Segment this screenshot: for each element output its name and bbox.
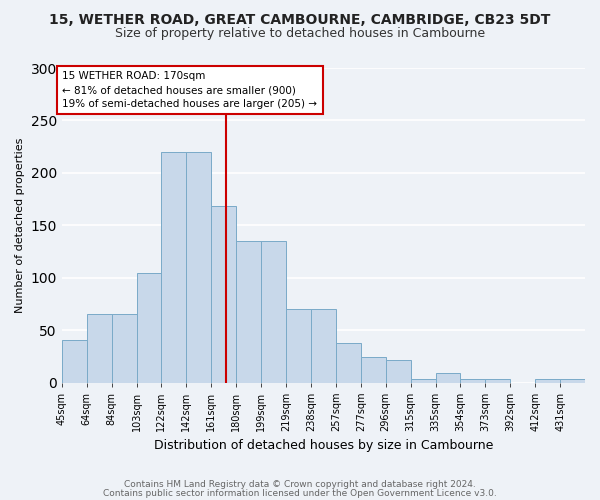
Bar — [261, 241, 286, 382]
Bar — [62, 340, 87, 382]
Bar — [112, 314, 137, 382]
Bar — [286, 309, 311, 382]
Bar — [87, 314, 112, 382]
Bar — [436, 373, 460, 382]
Bar — [560, 380, 585, 382]
Bar — [161, 152, 187, 382]
Bar — [311, 309, 336, 382]
Bar — [386, 360, 410, 382]
Bar — [187, 152, 211, 382]
Bar — [137, 272, 161, 382]
X-axis label: Distribution of detached houses by size in Cambourne: Distribution of detached houses by size … — [154, 440, 493, 452]
Text: Contains public sector information licensed under the Open Government Licence v3: Contains public sector information licen… — [103, 488, 497, 498]
Bar — [211, 206, 236, 382]
Y-axis label: Number of detached properties: Number of detached properties — [15, 138, 25, 313]
Text: Contains HM Land Registry data © Crown copyright and database right 2024.: Contains HM Land Registry data © Crown c… — [124, 480, 476, 489]
Text: Size of property relative to detached houses in Cambourne: Size of property relative to detached ho… — [115, 28, 485, 40]
Bar — [460, 380, 485, 382]
Bar — [535, 380, 560, 382]
Bar — [361, 358, 386, 382]
Bar — [236, 241, 261, 382]
Text: 15, WETHER ROAD, GREAT CAMBOURNE, CAMBRIDGE, CB23 5DT: 15, WETHER ROAD, GREAT CAMBOURNE, CAMBRI… — [49, 12, 551, 26]
Text: 15 WETHER ROAD: 170sqm
← 81% of detached houses are smaller (900)
19% of semi-de: 15 WETHER ROAD: 170sqm ← 81% of detached… — [62, 71, 317, 109]
Bar — [485, 380, 510, 382]
Bar — [410, 380, 436, 382]
Bar — [336, 343, 361, 382]
